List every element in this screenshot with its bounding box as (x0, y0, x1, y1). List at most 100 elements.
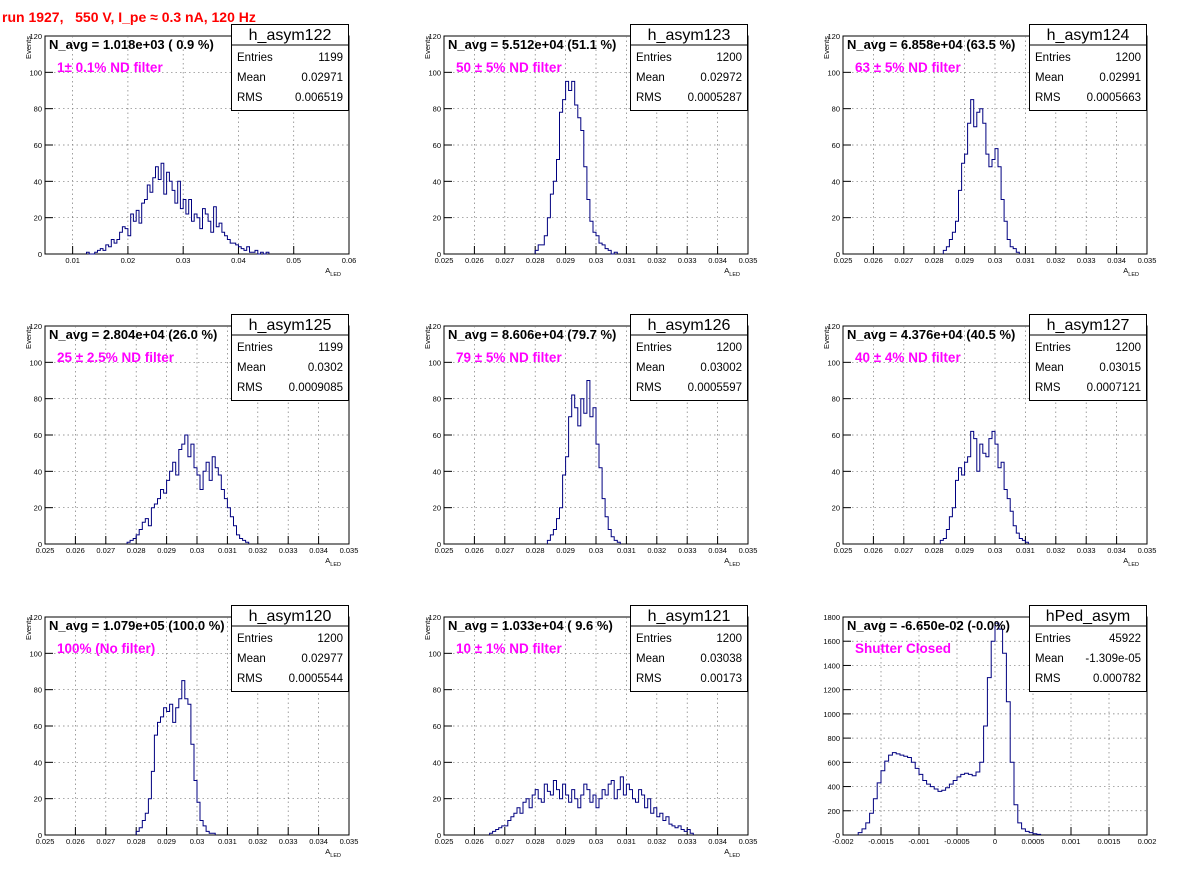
histogram-name: h_asym122 (249, 27, 332, 44)
x-tick-label: 0.026 (465, 256, 484, 265)
stats-rms-label: RMS (636, 673, 662, 685)
filter-annotation: 10 ± 1% ND filter (456, 641, 562, 656)
filter-annotation: Shutter Closed (855, 641, 951, 656)
y-tick-label: 0 (836, 250, 840, 259)
stats-mean-label: Mean (237, 653, 266, 665)
navg-label: N_avg = 5.512e+04 (51.1 %) (448, 37, 616, 52)
x-axis-label: ALED (724, 847, 740, 859)
x-tick-label: 0.034 (1107, 256, 1126, 265)
stats-rms-label: RMS (1035, 382, 1061, 394)
x-tick-label: 0.025 (36, 546, 55, 555)
x-tick-label: 0.025 (834, 256, 853, 265)
stats-mean-value: 0.0302 (308, 362, 343, 374)
x-tick-label: 0.028 (127, 546, 146, 555)
histogram-name: h_asym123 (648, 27, 731, 44)
stats-entries-value: 1200 (716, 52, 742, 64)
y-axis-label: Events (423, 326, 432, 349)
stats-box (231, 314, 349, 401)
stats-rms-value: 0.0005597 (688, 382, 742, 394)
y-tick-label: 100 (428, 358, 441, 367)
x-tick-label: 0.029 (157, 546, 176, 555)
y-tick-label: 40 (34, 758, 42, 767)
x-tick-label: 0.031 (1016, 256, 1035, 265)
navg-label: N_avg = 1.033e+04 ( 9.6 %) (448, 618, 613, 633)
y-tick-label: 40 (832, 177, 840, 186)
x-tick-label: 0.027 (96, 546, 115, 555)
x-tick-label: 0.029 (556, 546, 575, 555)
stats-mean-value: 0.03038 (700, 653, 742, 665)
y-tick-label: 80 (34, 686, 42, 695)
x-axis-label: ALED (325, 847, 341, 859)
x-tick-label: 0.027 (495, 256, 514, 265)
stats-rms-label: RMS (1035, 673, 1061, 685)
stats-box (630, 24, 748, 111)
navg-label: N_avg = 2.804e+04 (26.0 %) (49, 327, 217, 342)
x-tick-label: -0.0015 (868, 837, 893, 846)
stats-box (1029, 24, 1147, 111)
filter-annotation: 50 ± 5% ND filter (456, 60, 562, 75)
y-axis-label: Events (24, 36, 33, 59)
x-tick-label: 0.031 (218, 837, 237, 846)
x-tick-label: 0.026 (465, 837, 484, 846)
x-tick-label: 0.027 (495, 837, 514, 846)
y-tick-label: 1600 (823, 637, 840, 646)
run-title: run 1927, 550 V, I_pe ≈ 0.3 nA, 120 Hz (2, 9, 256, 25)
stats-mean-value: 0.03015 (1099, 362, 1141, 374)
x-tick-label: 0.035 (739, 837, 758, 846)
x-tick-label: 0.026 (465, 546, 484, 555)
x-axis-label: ALED (325, 556, 341, 568)
x-tick-label: 0.032 (647, 256, 666, 265)
filter-annotation: 25 ± 2.5% ND filter (57, 350, 175, 365)
stats-entries-value: 1200 (1115, 342, 1141, 354)
x-tick-label: 0.031 (617, 546, 636, 555)
x-tick-label: 0.031 (617, 256, 636, 265)
x-tick-label: 0.032 (1046, 256, 1065, 265)
y-tick-label: 20 (433, 795, 441, 804)
x-tick-label: 0.033 (678, 546, 697, 555)
x-tick-label: 0.03 (988, 546, 1003, 555)
x-tick-label: 0.032 (647, 546, 666, 555)
x-tick-label: 0.034 (708, 546, 727, 555)
filter-annotation: 100% (No filter) (57, 641, 155, 656)
y-tick-label: 0 (38, 250, 42, 259)
stats-box (231, 605, 349, 692)
y-tick-label: 0 (38, 831, 42, 840)
x-tick-label: 0.001 (1062, 837, 1081, 846)
histogram-line (489, 776, 694, 835)
x-tick-label: 0.031 (617, 837, 636, 846)
stats-mean-value: 0.02991 (1099, 72, 1141, 84)
x-tick-label: -0.001 (908, 837, 929, 846)
stats-entries-value: 1199 (318, 52, 343, 64)
stats-entries-value: 45922 (1109, 633, 1141, 645)
x-axis-label: ALED (1123, 266, 1139, 278)
x-tick-label: 0.034 (1107, 546, 1126, 555)
y-tick-label: 200 (827, 807, 840, 816)
y-tick-label: 80 (832, 105, 840, 114)
x-tick-label: 0.026 (66, 546, 85, 555)
x-tick-label: 0.03 (988, 256, 1003, 265)
x-tick-label: 0.029 (556, 256, 575, 265)
y-tick-label: 0 (836, 540, 840, 549)
navg-label: N_avg = 4.376e+04 (40.5 %) (847, 327, 1015, 342)
y-tick-label: 1000 (823, 710, 840, 719)
x-tick-label: 0.026 (864, 546, 883, 555)
y-tick-label: 60 (832, 431, 840, 440)
y-tick-label: 40 (34, 467, 42, 476)
y-axis-label: Events (822, 326, 831, 349)
stats-entries-value: 1200 (1115, 52, 1141, 64)
stats-mean-label: Mean (1035, 653, 1064, 665)
stats-box (630, 605, 748, 692)
x-tick-label: 0.033 (678, 256, 697, 265)
histogram-name: hPed_asym (1046, 608, 1131, 625)
x-tick-label: 0.032 (1046, 546, 1065, 555)
y-tick-label: 60 (34, 141, 42, 150)
x-tick-label: 0.03 (190, 837, 205, 846)
x-axis-label: ALED (724, 556, 740, 568)
x-tick-label: 0.025 (435, 546, 454, 555)
histogram-line (942, 99, 1020, 254)
x-tick-label: 0.034 (309, 837, 328, 846)
x-tick-label: 0.035 (1138, 256, 1157, 265)
